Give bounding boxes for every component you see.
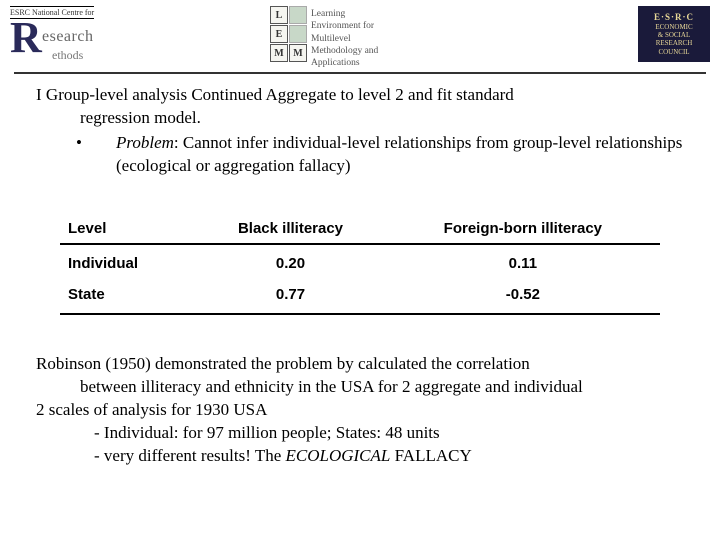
lemma-grid: L E M M [270,6,307,62]
para-line: - Individual: for 97 million people; Sta… [36,422,690,445]
bullet-item: • Problem: Cannot infer individual-level… [36,132,690,178]
lemma-cell: L [270,6,288,24]
correlation-table: Level Black illiteracy Foreign-born illi… [60,214,660,315]
cell-level: Individual [60,244,195,276]
fallacy-a: - very different results! The [94,446,286,465]
data-table: Level Black illiteracy Foreign-born illi… [60,214,660,315]
lemma-line: Methodology and [311,45,378,57]
col-level: Level [60,214,195,244]
esrc-line: ECONOMIC [640,23,708,31]
heading-line: I Group-level analysis Continued Aggrega… [36,84,690,107]
para-line: Robinson (1950) demonstrated the problem… [36,353,690,376]
header-bar: ESRC National Centre for R esearch ethod… [0,0,720,72]
table-row: Individual 0.20 0.11 [60,244,660,276]
cell-level: State [60,276,195,314]
bullet-text: Problem: Cannot infer individual-level r… [116,132,690,178]
heading-part-a: I Group-level analysis Continued [36,85,262,104]
cell-black: 0.77 [195,276,385,314]
lemma-line: Environment for [311,20,378,32]
cell-foreign: -0.52 [386,276,660,314]
bottom-text-block: Robinson (1950) demonstrated the problem… [0,345,720,468]
heading-cont: regression model. [36,107,690,130]
lemma-cell: M [270,44,288,62]
top-text-block: I Group-level analysis Continued Aggrega… [0,80,720,178]
lemma-line: Learning [311,8,378,20]
logo-ethods: ethods [52,48,83,63]
lemma-cell: M [289,44,307,62]
para-line: - very different results! The ECOLOGICAL… [36,445,690,468]
ncrm-logo: ESRC National Centre for R esearch ethod… [10,6,160,64]
esrc-line: & SOCIAL [640,31,708,39]
para-line: 2 scales of analysis for 1930 USA [36,399,690,422]
problem-rest: : Cannot infer individual-level relation… [116,133,682,175]
lemma-cell: E [270,25,288,43]
lemma-text: Learning Environment for Multilevel Meth… [311,6,378,70]
esrc-line: COUNCIL [640,48,708,56]
lemma-line: Applications [311,57,378,69]
esrc-line: RESEARCH [640,39,708,47]
logo-r: R [10,16,42,60]
logo-esearch: esearch [42,28,93,46]
cell-foreign: 0.11 [386,244,660,276]
bullet-icon: • [76,132,116,178]
esrc-logo: E·S·R·C ECONOMIC & SOCIAL RESEARCH COUNC… [638,6,710,62]
lemma-cell [289,25,307,43]
para-line: between illiteracy and ethnicity in the … [36,376,690,399]
fallacy-c: FALLACY [390,446,471,465]
col-black: Black illiteracy [195,214,385,244]
col-foreign: Foreign-born illiteracy [386,214,660,244]
problem-label: Problem [116,133,174,152]
table-row: State 0.77 -0.52 [60,276,660,314]
esrc-title: E·S·R·C [640,12,708,23]
fallacy-b: ECOLOGICAL [286,446,391,465]
lemma-line: Multilevel [311,33,378,45]
lemma-cell [289,6,307,24]
heading-part-b: Aggregate to level 2 and fit standard [262,85,514,104]
lemma-logo: L E M M Learning Environment for Multile… [270,6,378,70]
table-header-row: Level Black illiteracy Foreign-born illi… [60,214,660,244]
cell-black: 0.20 [195,244,385,276]
divider [14,72,706,74]
